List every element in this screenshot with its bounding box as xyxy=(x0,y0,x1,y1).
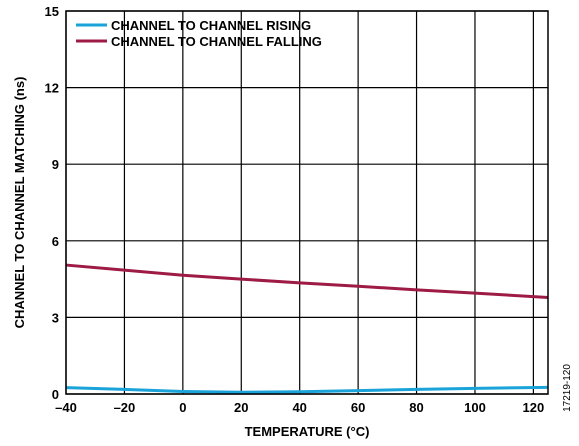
x-tick-label: 100 xyxy=(464,400,486,415)
series-line-falling xyxy=(65,263,549,299)
y-tick-label: 12 xyxy=(45,81,59,96)
y-tick-label: 0 xyxy=(52,387,59,402)
y-tick-label: 3 xyxy=(52,310,59,325)
x-tick-label: 40 xyxy=(292,400,306,415)
x-tick-label: 80 xyxy=(409,400,423,415)
legend-label: CHANNEL TO CHANNEL FALLING xyxy=(111,34,322,49)
x-tick-label: 0 xyxy=(179,400,186,415)
series-layer xyxy=(65,263,549,394)
x-tick-label: 60 xyxy=(351,400,365,415)
x-tick-label: –20 xyxy=(114,400,136,415)
plot-frame xyxy=(65,10,549,395)
x-tick-label: 20 xyxy=(234,400,248,415)
y-tick-label: 15 xyxy=(45,4,59,19)
y-tick-label: 9 xyxy=(52,157,59,172)
x-tick-label: –40 xyxy=(55,400,77,415)
x-tick-labels: –40 –20 0 20 40 60 80 100 120 xyxy=(55,400,544,415)
legend-label: CHANNEL TO CHANNEL RISING xyxy=(111,18,311,33)
figure-id: 17219-120 xyxy=(562,364,573,412)
series-line-rising xyxy=(65,385,549,394)
y-axis-title: CHANNEL TO CHANNEL MATCHING (ns) xyxy=(12,77,27,329)
y-tick-label: 6 xyxy=(52,234,59,249)
x-tick-label: 120 xyxy=(523,400,545,415)
grid xyxy=(65,10,548,395)
x-axis-title: TEMPERATURE (°C) xyxy=(245,424,370,439)
y-tick-labels: 0 3 6 9 12 15 xyxy=(45,4,59,402)
